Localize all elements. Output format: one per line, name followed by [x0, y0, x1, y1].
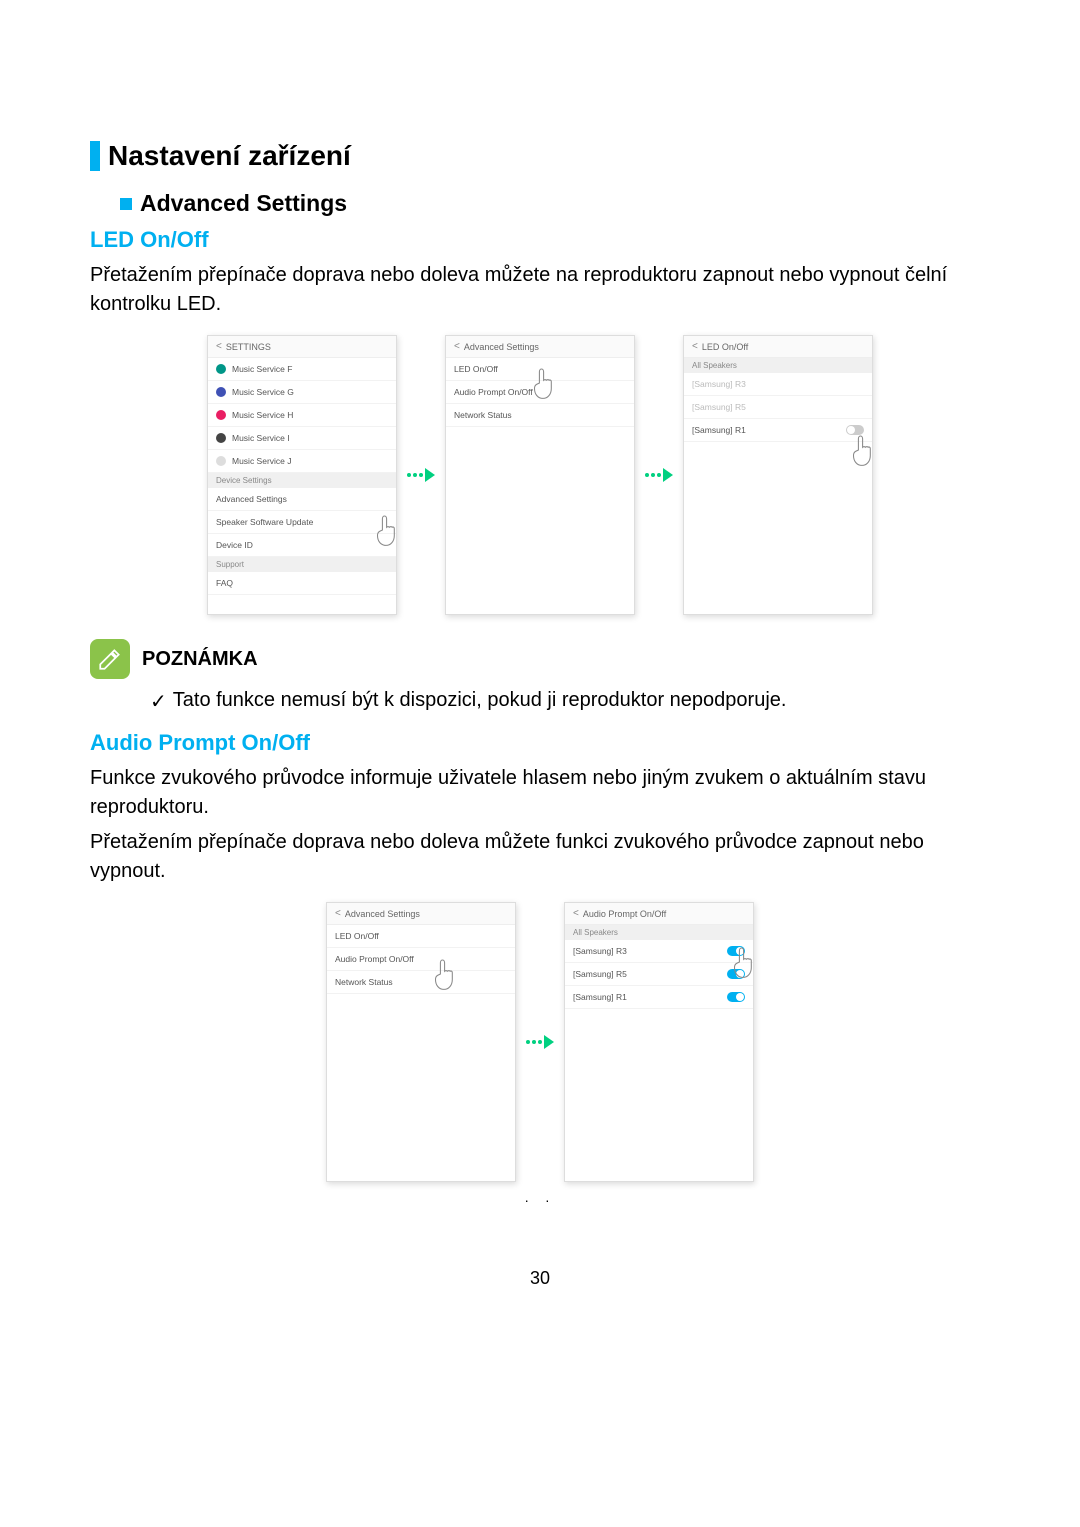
note-label: POZNÁMKA	[142, 648, 258, 671]
speaker-label: [Samsung] R3	[692, 379, 746, 389]
heading-1-bar	[90, 141, 100, 171]
advanced-settings-item: Audio Prompt On/Off	[327, 948, 515, 971]
note-item: ✓ Tato funkce nemusí být k dispozici, po…	[150, 689, 990, 714]
toggle-switch[interactable]	[727, 946, 745, 956]
audio-mockup-row: < Advanced Settings LED On/OffAudio Prom…	[90, 902, 990, 1182]
service-dot-icon	[216, 456, 226, 466]
mock-advanced: < Advanced Settings LED On/OffAudio Prom…	[445, 335, 635, 615]
service-dot-icon	[216, 364, 226, 374]
speaker-row: [Samsung] R5	[565, 963, 753, 986]
speaker-row: [Samsung] R3	[565, 940, 753, 963]
heading-1: Nastavení zařízení	[90, 140, 990, 172]
mock-advanced-2: < Advanced Settings LED On/OffAudio Prom…	[326, 902, 516, 1182]
arrow-2	[645, 468, 673, 482]
service-label: Music Service F	[232, 364, 292, 374]
mock-settings-header: < SETTINGS	[208, 336, 396, 358]
heading-2-square	[120, 198, 132, 210]
service-dot-icon	[216, 387, 226, 397]
service-label: Music Service G	[232, 387, 294, 397]
heading-audio: Audio Prompt On/Off	[90, 730, 990, 756]
led-body: Přetažením přepínače doprava nebo doleva…	[90, 261, 990, 319]
advanced-settings-item: LED On/Off	[446, 358, 634, 381]
heading-1-text: Nastavení zařízení	[108, 140, 351, 172]
service-label: Music Service J	[232, 456, 292, 466]
pencil-icon	[97, 646, 123, 672]
mock-led-header: < LED On/Off	[684, 336, 872, 358]
audio-body-2: Přetažením přepínače doprava nebo doleva…	[90, 828, 990, 886]
heading-led: LED On/Off	[90, 227, 990, 253]
service-label: Music Service I	[232, 433, 290, 443]
toggle-switch[interactable]	[727, 992, 745, 1002]
arrow-1	[407, 468, 435, 482]
mock-advanced-2-header: < Advanced Settings	[327, 903, 515, 925]
back-icon: <	[692, 341, 698, 352]
mock-led: < LED On/Off All Speakers [Samsung] R3 [S…	[683, 335, 873, 615]
faq-item: FAQ	[208, 572, 396, 595]
toggle-switch[interactable]	[727, 969, 745, 979]
advanced-settings-item: Audio Prompt On/Off	[446, 381, 634, 404]
music-service-item: Music Service G	[208, 381, 396, 404]
music-service-item: Music Service F	[208, 358, 396, 381]
music-service-item: Music Service I	[208, 427, 396, 450]
back-icon: <	[216, 341, 222, 352]
arrow-3	[526, 1035, 554, 1049]
mock-advanced-2-title: Advanced Settings	[345, 909, 420, 919]
back-icon: <	[454, 341, 460, 352]
music-service-item: Music Service J	[208, 450, 396, 473]
mock-audio: < Audio Prompt On/Off All Speakers [Sams…	[564, 902, 754, 1182]
audio-body-1: Funkce zvukového průvodce informuje uživ…	[90, 764, 990, 822]
device-settings-item: Device ID	[208, 534, 396, 557]
heading-2-text: Advanced Settings	[140, 190, 347, 217]
note-text: Tato funkce nemusí být k dispozici, poku…	[173, 689, 787, 712]
service-label: Music Service H	[232, 410, 293, 420]
speaker-row: [Samsung] R5	[684, 396, 872, 419]
advanced-settings-item: Network Status	[327, 971, 515, 994]
mock-led-title: LED On/Off	[702, 342, 748, 352]
device-settings-item: Speaker Software Update	[208, 511, 396, 534]
device-settings-label: Device Settings	[208, 473, 396, 488]
speaker-label: [Samsung] R5	[573, 969, 627, 979]
mock-advanced-header: < Advanced Settings	[446, 336, 634, 358]
all-speakers-label: All Speakers	[684, 358, 872, 373]
speaker-label: [Samsung] R5	[692, 402, 746, 412]
back-icon: <	[335, 908, 341, 919]
check-icon: ✓	[150, 689, 167, 714]
note-icon	[90, 639, 130, 679]
advanced-settings-item: LED On/Off	[327, 925, 515, 948]
service-dot-icon	[216, 410, 226, 420]
mock-settings-title: SETTINGS	[226, 342, 271, 352]
device-settings-item: Advanced Settings	[208, 488, 396, 511]
toggle-switch[interactable]	[846, 425, 864, 435]
mock-audio-header: < Audio Prompt On/Off	[565, 903, 753, 925]
mock-audio-title: Audio Prompt On/Off	[583, 909, 666, 919]
speaker-label: [Samsung] R1	[692, 425, 746, 435]
page-dots: · ·	[90, 1192, 990, 1208]
speaker-label: [Samsung] R3	[573, 946, 627, 956]
back-icon: <	[573, 908, 579, 919]
mock-advanced-title: Advanced Settings	[464, 342, 539, 352]
heading-2: Advanced Settings	[120, 190, 990, 217]
support-label: Support	[208, 557, 396, 572]
speaker-label: [Samsung] R1	[573, 992, 627, 1002]
speaker-row: [Samsung] R1	[565, 986, 753, 1009]
led-mockup-row: < SETTINGS Music Service F Music Service …	[90, 335, 990, 615]
service-dot-icon	[216, 433, 226, 443]
page-number: 30	[90, 1268, 990, 1289]
mock-settings: < SETTINGS Music Service F Music Service …	[207, 335, 397, 615]
music-service-item: Music Service H	[208, 404, 396, 427]
all-speakers-label-2: All Speakers	[565, 925, 753, 940]
advanced-settings-item: Network Status	[446, 404, 634, 427]
note-row: POZNÁMKA	[90, 639, 990, 679]
speaker-row: [Samsung] R1	[684, 419, 872, 442]
speaker-row: [Samsung] R3	[684, 373, 872, 396]
